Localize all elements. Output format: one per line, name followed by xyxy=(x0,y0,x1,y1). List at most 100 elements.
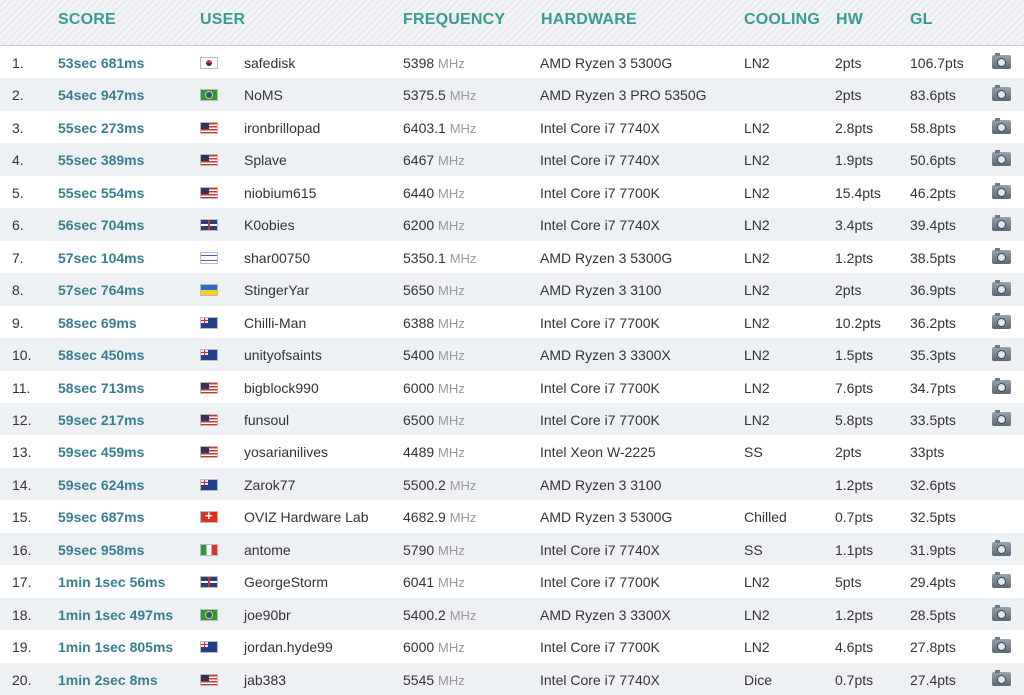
frequency: 5545 MHz xyxy=(403,672,465,688)
cooling: LN2 xyxy=(744,119,770,136)
country-flag xyxy=(200,446,218,459)
screenshot-button[interactable] xyxy=(992,539,1011,556)
hw-points: 15.4pts xyxy=(835,184,881,201)
frequency-value: 4489 xyxy=(403,444,435,461)
frequency-unit: MHz xyxy=(438,640,465,656)
rank: 3. xyxy=(12,119,24,136)
column-header: HW xyxy=(836,11,864,28)
screenshot-button[interactable] xyxy=(992,247,1011,264)
username[interactable]: funsoul xyxy=(244,411,290,428)
hardware: Intel Core i7 7700K xyxy=(540,574,660,591)
frequency: 5650 MHz xyxy=(403,282,465,298)
username[interactable]: yosarianilives xyxy=(244,444,329,461)
username[interactable]: StingerYar xyxy=(244,282,310,299)
hw-points: 2pts xyxy=(835,444,862,461)
frequency-unit: MHz xyxy=(438,348,465,364)
screenshot-button[interactable] xyxy=(992,345,1011,362)
hw-points: 1.2pts xyxy=(835,476,874,493)
username[interactable]: ironbrillopad xyxy=(244,119,321,136)
screenshot-button[interactable] xyxy=(992,572,1011,589)
username[interactable]: shar00750 xyxy=(244,249,311,266)
score: 58sec 69ms xyxy=(58,314,137,331)
screenshot-button[interactable] xyxy=(992,604,1011,621)
username[interactable]: Chilli-Man xyxy=(244,314,307,331)
frequency-unit: MHz xyxy=(438,185,465,201)
username[interactable]: K0obies xyxy=(244,217,295,234)
username[interactable]: OVIZ Hardware Lab xyxy=(244,509,369,526)
username[interactable]: Splave xyxy=(244,152,287,169)
cooling: LN2 xyxy=(744,639,770,656)
table-row: 15. 59sec 687ms OVIZ Hardware Lab 4682.9 MH… xyxy=(0,500,1024,533)
rank: 19. xyxy=(12,639,32,656)
frequency: 5400 MHz xyxy=(403,347,465,363)
hw-points: 7.6pts xyxy=(835,379,874,396)
table-row: 14. 59sec 624ms Zarok77 5500.2 MHz AMD Ryzen… xyxy=(0,467,1024,501)
gl-points: 27.4pts xyxy=(910,671,956,688)
username[interactable]: GeorgeStorm xyxy=(244,574,329,591)
screenshot-button[interactable] xyxy=(992,150,1011,167)
username[interactable]: NoMS xyxy=(244,87,283,104)
cooling: LN2 xyxy=(744,55,770,71)
gl-points: 58.8pts xyxy=(910,119,956,136)
score: 59sec 624ms xyxy=(58,476,145,493)
screenshot-button[interactable] xyxy=(992,377,1011,394)
table-row: 20. 1min 2sec 8ms jab383 5545 MHz Intel Core… xyxy=(0,662,1024,695)
gl-points: 31.9pts xyxy=(910,541,956,558)
frequency-value: 5375.5 xyxy=(403,87,446,104)
username[interactable]: safedisk xyxy=(244,55,296,71)
hardware: AMD Ryzen 3 5300G xyxy=(540,249,673,266)
country-flag xyxy=(200,508,218,524)
frequency-unit: MHz xyxy=(449,250,477,266)
cooling: LN2 xyxy=(744,217,770,234)
gl-points: 106.7pts xyxy=(910,55,964,71)
cooling: LN2 xyxy=(744,314,770,331)
cooling: LN2 xyxy=(744,152,770,169)
screenshot-button[interactable] xyxy=(992,409,1011,426)
screenshot-button[interactable] xyxy=(992,669,1011,686)
gl-points: 29.4pts xyxy=(910,574,956,591)
username[interactable]: bigblock990 xyxy=(244,379,319,396)
screenshot-button[interactable] xyxy=(992,215,1011,232)
rank: 5. xyxy=(12,184,24,201)
hw-points: 1.1pts xyxy=(835,541,874,558)
username[interactable]: jab383 xyxy=(244,671,287,688)
column-header: HARDWARE xyxy=(541,11,637,28)
screenshot-button[interactable] xyxy=(992,182,1011,199)
username[interactable]: Zarok77 xyxy=(244,476,296,493)
table-row: 17. 1min 1sec 56ms GeorgeStorm 6041 MHz Inte… xyxy=(0,565,1024,598)
username[interactable]: unityofsaints xyxy=(244,347,322,364)
table-row: 18. 1min 1sec 497ms joe90br 5400.2 MHz AMD R… xyxy=(0,597,1024,631)
frequency-value: 6403.1 xyxy=(403,119,446,136)
username[interactable]: antome xyxy=(244,541,291,558)
screenshot-button[interactable] xyxy=(992,637,1011,654)
frequency-value: 6440 xyxy=(403,184,435,201)
rank: 13. xyxy=(12,444,32,461)
frequency: 6000 MHz xyxy=(403,380,465,396)
screenshot-button[interactable] xyxy=(992,117,1011,134)
screenshot-button[interactable] xyxy=(992,85,1011,102)
username[interactable]: niobium615 xyxy=(244,184,317,201)
screenshot-button[interactable] xyxy=(992,53,1011,69)
hardware: Intel Core i7 7700K xyxy=(540,379,660,396)
username[interactable]: joe90br xyxy=(244,606,291,623)
rank: 15. xyxy=(12,509,32,526)
gl-points: 50.6pts xyxy=(910,152,956,169)
hw-points: 1.2pts xyxy=(835,606,874,623)
frequency: 6388 MHz xyxy=(403,315,465,331)
score: 55sec 273ms xyxy=(58,119,145,136)
cooling: LN2 xyxy=(744,574,770,591)
rank: 9. xyxy=(12,314,24,331)
hardware: Intel Core i7 7740X xyxy=(540,152,660,169)
country-flag xyxy=(200,121,218,134)
score: 58sec 713ms xyxy=(58,379,145,396)
gl-points: 32.6pts xyxy=(910,476,956,493)
username[interactable]: jordan.hyde99 xyxy=(244,639,333,656)
frequency: 5790 MHz xyxy=(403,542,465,558)
rank: 16. xyxy=(12,541,32,558)
frequency-unit: MHz xyxy=(438,218,465,234)
rank: 8. xyxy=(12,282,24,299)
frequency: 5398 MHz xyxy=(403,55,465,71)
screenshot-button[interactable] xyxy=(992,312,1011,329)
screenshot-button[interactable] xyxy=(992,280,1011,297)
